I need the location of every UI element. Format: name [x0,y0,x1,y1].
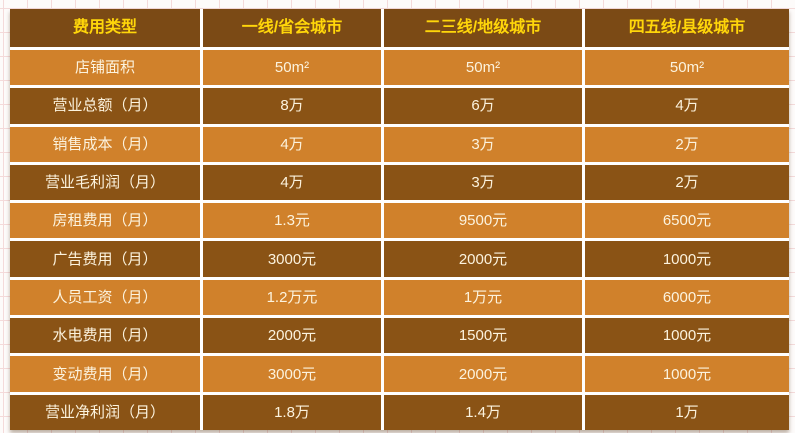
table-cell: 1万 [585,394,789,430]
table-cell: 6500元 [585,203,789,239]
table-row-total-revenue: 营业总额（月） 8万 6万 4万 [10,88,789,124]
table-row-staff-wages: 人员工资（月） 1.2万元 1万元 6000元 [10,279,789,316]
table-cell: 3000元 [203,356,381,392]
table-cell: 4万 [203,126,381,162]
table-row-rent: 房租费用（月） 1.3元 9500元 6500元 [10,203,789,239]
table-cell: 3万 [384,164,582,201]
table-cell: 3000元 [203,241,381,277]
table-cell: 6万 [384,88,582,124]
table-cell: 9500元 [384,203,582,239]
column-header-tier23-city: 二三线/地级城市 [384,9,582,47]
column-header-tier1-city: 一线/省会城市 [203,9,381,47]
row-label: 营业毛利润（月） [10,164,200,201]
table-cell: 2万 [585,164,789,201]
table-cell: 2000元 [384,356,582,392]
row-label: 营业总额（月） [10,88,200,124]
table-cell: 4万 [585,88,789,124]
table-row-utilities: 水电费用（月） 2000元 1500元 1000元 [10,318,789,354]
table-cell: 1.2万元 [203,279,381,316]
table-cell: 2万 [585,126,789,162]
row-label: 水电费用（月） [10,318,200,354]
table-cell: 50m² [203,50,381,86]
table-row-net-profit: 营业净利润（月） 1.8万 1.4万 1万 [10,394,789,430]
row-label: 变动费用（月） [10,356,200,392]
row-label: 销售成本（月） [10,126,200,162]
row-label: 人员工资（月） [10,279,200,316]
table-row-variable-costs: 变动费用（月） 3000元 2000元 1000元 [10,356,789,392]
table-cell: 8万 [203,88,381,124]
table-cell: 1.3元 [203,203,381,239]
table-cell: 50m² [585,50,789,86]
table-header-row: 费用类型 一线/省会城市 二三线/地级城市 四五线/县级城市 [10,9,789,47]
table-cell: 6000元 [585,279,789,316]
table-cell: 3万 [384,126,582,162]
row-label: 房租费用（月） [10,203,200,239]
table-cell: 1000元 [585,241,789,277]
table-row-shop-area: 店铺面积 50m² 50m² 50m² [10,50,789,86]
table-cell: 4万 [203,164,381,201]
table-row-sales-cost: 销售成本（月） 4万 3万 2万 [10,126,789,162]
table-cell: 1.4万 [384,394,582,430]
table-cell: 50m² [384,50,582,86]
table-cell: 1万元 [384,279,582,316]
table-cell: 1000元 [585,356,789,392]
column-header-fee-type: 费用类型 [10,9,200,47]
table-cell: 2000元 [203,318,381,354]
table-cell: 1.8万 [203,394,381,430]
table-row-gross-profit: 营业毛利润（月） 4万 3万 2万 [10,164,789,201]
table-row-advertising: 广告费用（月） 3000元 2000元 1000元 [10,241,789,277]
table-cell: 1000元 [585,318,789,354]
row-label: 营业净利润（月） [10,394,200,430]
franchise-cost-table: 费用类型 一线/省会城市 二三线/地级城市 四五线/县级城市 店铺面积 50m²… [10,9,789,430]
column-header-tier45-city: 四五线/县级城市 [585,9,789,47]
row-label: 广告费用（月） [10,241,200,277]
row-label: 店铺面积 [10,50,200,86]
table-cell: 2000元 [384,241,582,277]
table-cell: 1500元 [384,318,582,354]
